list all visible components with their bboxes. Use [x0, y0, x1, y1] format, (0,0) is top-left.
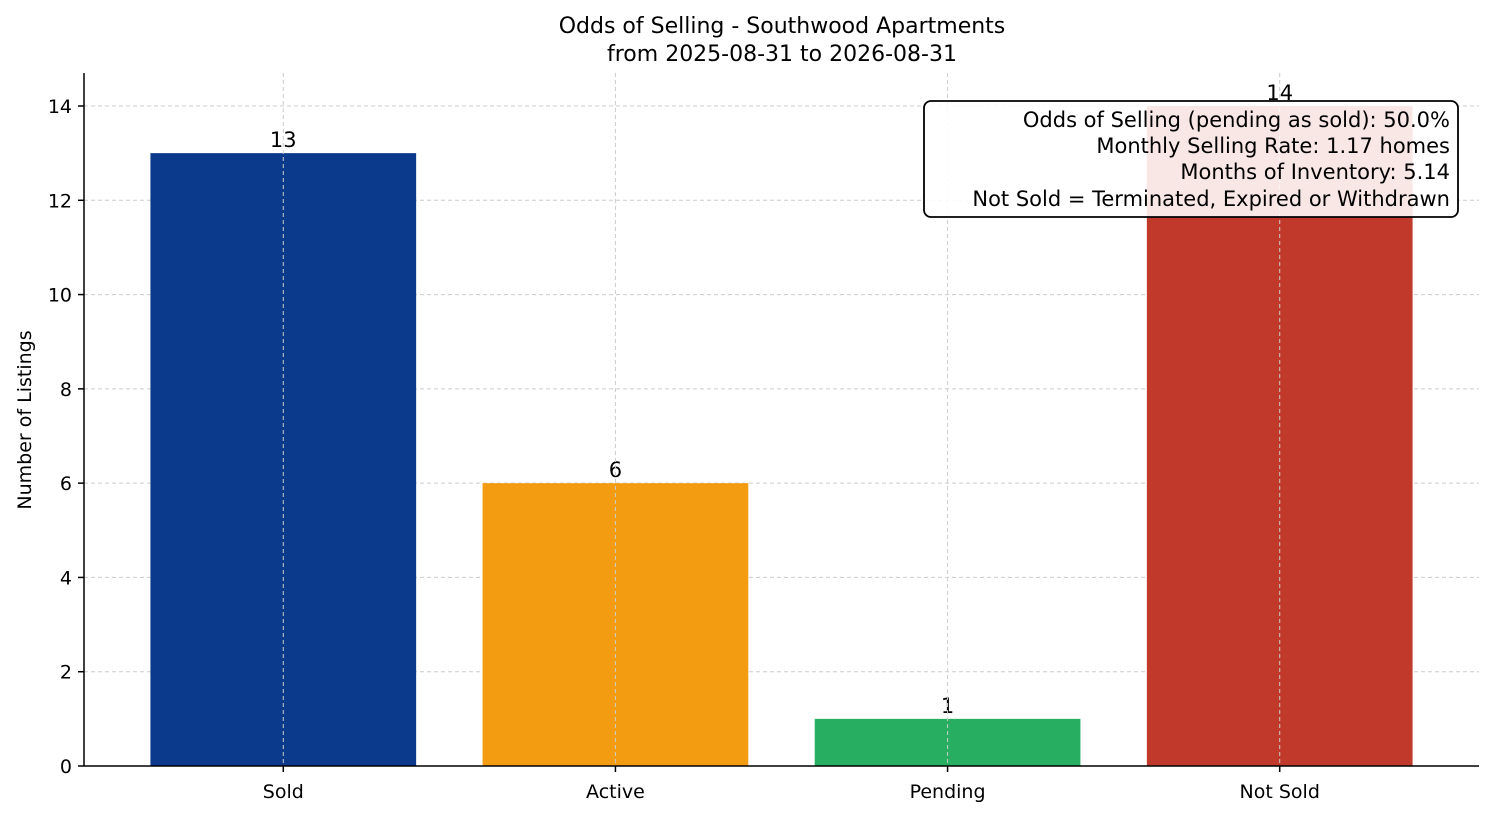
info-box: Odds of Selling (pending as sold): 50.0%…: [923, 100, 1459, 218]
info-box-frame: [923, 100, 1459, 218]
info-line-odds: Odds of Selling (pending as sold): 50.0%: [1023, 108, 1450, 132]
y-tick-label: 12: [48, 190, 72, 212]
y-tick-label: 4: [60, 567, 72, 589]
y-tick-label: 2: [60, 662, 72, 684]
x-tick-label: Not Sold: [1240, 781, 1320, 803]
y-tick-label: 14: [48, 96, 72, 118]
x-tick-label: Pending: [910, 781, 986, 803]
y-axis-label: Number of Listings: [14, 330, 36, 509]
y-tick-label: 0: [60, 756, 72, 778]
y-tick-label: 6: [60, 473, 72, 495]
y-tick-label: 10: [48, 285, 72, 307]
info-line-months-inventory: Months of Inventory: 5.14: [1180, 160, 1450, 184]
axes: 0 2 4 6 8 10 12 14 Sold Active Pending Not Sold: [48, 73, 1479, 803]
info-line-selling-rate: Monthly Selling Rate: 1.17 homes: [1096, 134, 1450, 158]
info-line-not-sold-definition: Not Sold = Terminated, Expired or Withdr…: [972, 187, 1450, 211]
chart-title: Odds of Selling - Southwood Apartments: [559, 14, 1006, 39]
chart-subtitle: from 2025-08-31 to 2026-08-31: [607, 42, 957, 67]
bar-active: [482, 483, 749, 766]
x-tick-label: Active: [586, 781, 645, 803]
y-tick-label: 8: [60, 379, 72, 401]
bar-value-label: 6: [609, 458, 622, 482]
x-tick-label: Sold: [263, 781, 304, 803]
